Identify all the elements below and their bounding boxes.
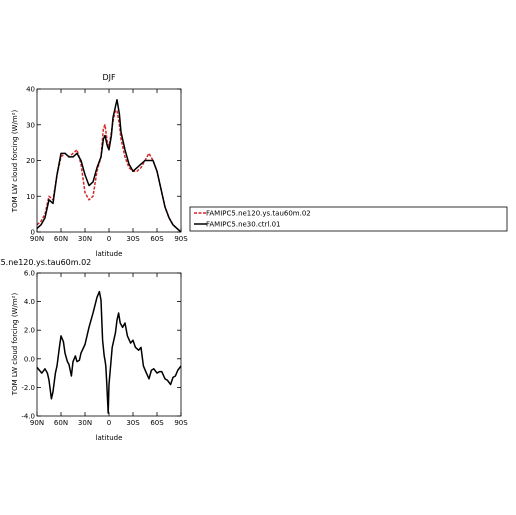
panel-bottom-x-tick-label: 30N: [78, 419, 92, 427]
legend-label-series-2: FAMIPC5.ne30.ctrl.01: [206, 221, 281, 229]
panel-top: DJF TOM LW cloud forcing (W/m²) 90N 60N 30…: [11, 73, 188, 258]
panel-top-x-tick-label: 90S: [174, 235, 188, 243]
panel-top-plot-area: 90N 60N 30N 0 30S 60S 90S 0 10 20 30 40: [26, 86, 188, 244]
panel-bottom-x-tick-label: 90S: [174, 419, 188, 427]
panel-top-series-line-1: [36, 109, 182, 233]
panel-top-y-tick-label: 40: [26, 86, 35, 94]
legend-label-series-1: FAMIPC5.ne120.ys.tau60m.02: [206, 210, 311, 218]
panel-top-ylabel: TOM LW cloud forcing (W/m²): [11, 110, 19, 214]
panel-bottom-plot-area: 90N 60N 30N 0 30S 60S 90S -4.0 -2.0 0.0 2.0 4.0 6.0: [21, 270, 188, 428]
panel-top-x-tick-label: 30S: [126, 235, 140, 243]
panel-bottom-y-tick-label: 0.0: [24, 355, 35, 363]
panel-top-title: DJF: [102, 73, 116, 82]
panel-top-y-tick-label: 30: [26, 121, 35, 129]
panel-bottom-series-line-1: [36, 290, 182, 414]
panel-bottom-x-tick-label: 60S: [150, 419, 164, 427]
panel-bottom-ylabel: TOM LW cloud forcing (W/m²): [11, 293, 19, 397]
legend-frame: [189, 206, 508, 232]
panel-bottom-title: C5.ne120.ys.tau60m.02: [0, 258, 91, 267]
panel-bottom-xlabel: latitude: [96, 434, 123, 442]
panel-bottom: C5.ne120.ys.tau60m.02 TOM LW cloud forci…: [0, 258, 188, 442]
panel-bottom-x-tick-label: 0: [107, 419, 111, 427]
panel-top-frame: [36, 88, 182, 233]
panel-bottom-y-tick-label: 2.0: [24, 327, 35, 335]
panel-top-y-tick-label: 20: [26, 157, 35, 165]
panel-bottom-x-tick-label: 90N: [30, 419, 44, 427]
panel-bottom-x-tick-label: 60N: [54, 419, 68, 427]
panel-top-x-tick-label: 0: [107, 235, 111, 243]
panel-top-y-tick-label: 10: [26, 193, 35, 201]
panel-bottom-y-tick-label: 6.0: [24, 270, 35, 278]
panel-bottom-y-tick-label: -4.0: [21, 413, 35, 421]
panel-top-x-tick-label: 60N: [54, 235, 68, 243]
panel-bottom-x-tick-label: 30S: [126, 419, 140, 427]
panel-top-xlabel: latitude: [96, 250, 123, 258]
panel-bottom-y-tick-label: -2.0: [21, 384, 35, 392]
panel-top-x-tick-label: 90N: [30, 235, 44, 243]
panel-top-x-tick-label: 30N: [78, 235, 92, 243]
panel-top-series-line-2: [36, 98, 182, 233]
panel-top-x-tick-label: 60S: [150, 235, 164, 243]
panel-bottom-y-tick-label: 4.0: [24, 298, 35, 306]
panel-top-y-tick-label: 0: [31, 229, 35, 237]
legend: FAMIPC5.ne120.ys.tau60m.02 FAMIPC5.ne30.…: [189, 206, 508, 232]
